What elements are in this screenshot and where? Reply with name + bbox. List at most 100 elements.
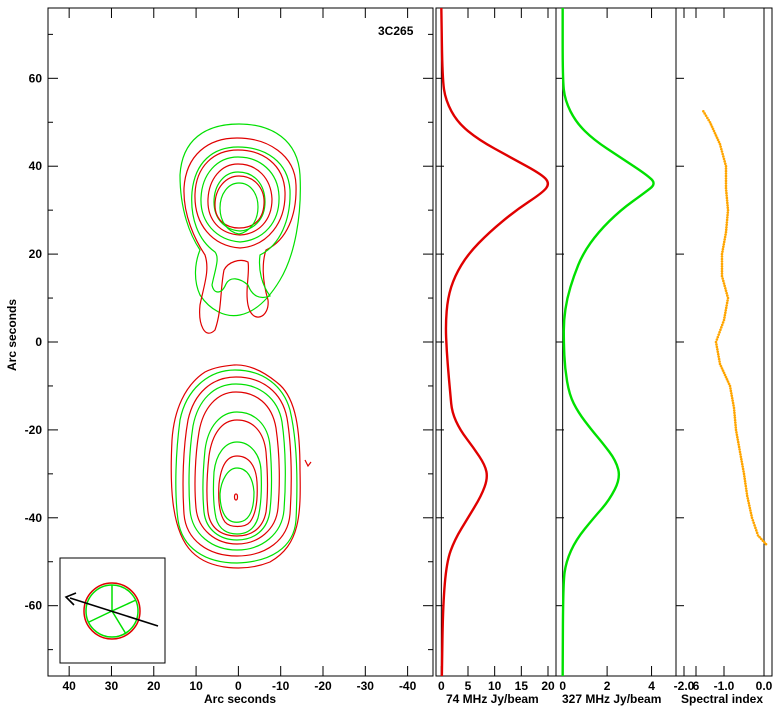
spectral-index-point xyxy=(720,257,724,261)
spectral-index-point xyxy=(730,396,734,400)
spectral-index-point xyxy=(726,201,729,205)
spectral-index-point xyxy=(729,389,733,393)
y-tick-label: 40 xyxy=(29,159,43,173)
spectral-index-point xyxy=(722,155,725,158)
x-tick-label: 0 xyxy=(235,679,242,693)
spectral-index-point xyxy=(725,199,729,202)
beam-arrow-line xyxy=(69,597,159,627)
spectral-index-point xyxy=(739,453,742,456)
spectral-index-point xyxy=(744,484,748,488)
spectral-index-point xyxy=(714,134,718,137)
spectral-index-point xyxy=(743,477,747,481)
spectral-index-point xyxy=(724,308,728,312)
north-lobe-green-2 xyxy=(191,146,291,299)
spectral-index-point xyxy=(763,541,766,544)
spectral-index-point xyxy=(746,499,750,502)
spectral-index-point xyxy=(748,506,752,510)
spectral-index-point xyxy=(715,338,719,341)
spectral-index-point xyxy=(735,433,739,437)
spectral-index-point xyxy=(726,294,729,297)
beam-spoke-4 xyxy=(111,610,127,635)
spectral-index-point xyxy=(721,250,724,253)
spectral-index-point xyxy=(725,196,729,200)
spectral-index-point xyxy=(704,114,708,117)
spectral-index-point xyxy=(720,367,724,370)
spectral-index-point xyxy=(722,318,726,322)
spectral-index-point xyxy=(727,382,731,386)
beam-spoke-3 xyxy=(88,610,113,623)
spectral-index-point xyxy=(722,243,726,246)
spectral-index-point xyxy=(732,404,735,407)
spectral-index-point xyxy=(725,223,728,227)
spectral-index-point xyxy=(742,470,745,473)
spectral-index-point xyxy=(721,369,725,372)
spectral-index-point xyxy=(719,145,722,148)
north-lobe-green-outer xyxy=(179,123,301,317)
spectral-index-point xyxy=(717,357,721,361)
spectral-index-point xyxy=(759,537,763,541)
spectral-index-point xyxy=(735,431,738,434)
y-tick-label: 60 xyxy=(29,71,43,85)
profile-74mhz-xlabel: 74 MHz Jy/beam xyxy=(446,692,539,706)
spectral-index-point xyxy=(724,289,728,293)
contour-panel-frame xyxy=(47,7,434,677)
spectral-index-point xyxy=(722,240,726,244)
spectral-index-point xyxy=(720,150,724,153)
spectral-index-point xyxy=(755,531,759,535)
spectral-index-point xyxy=(716,138,720,142)
spectral-index-point xyxy=(722,371,726,375)
spectral-index-point xyxy=(752,521,756,525)
x-axis-title: Arc seconds xyxy=(204,692,276,706)
spectral-index-point xyxy=(730,394,734,398)
spectral-index-point xyxy=(743,474,746,478)
spectral-index-xlabel: Spectral index xyxy=(681,692,763,706)
spectral-index-point xyxy=(740,462,744,466)
spectral-index-point xyxy=(720,255,724,258)
spectral-index-point xyxy=(716,335,720,339)
spectral-index-point xyxy=(702,109,705,113)
spectral-index-point xyxy=(712,129,716,133)
spectral-index-point xyxy=(726,299,729,302)
spectral-index-point xyxy=(736,438,740,441)
profile-x-tick-label: 4 xyxy=(648,679,655,693)
profile-x-tick-label: 5 xyxy=(465,679,472,693)
x-tick-label: 40 xyxy=(62,679,76,693)
spectral-index-point xyxy=(725,221,729,224)
beam-inset-frame xyxy=(59,557,166,664)
spectral-index-point xyxy=(736,440,740,444)
spectral-index-point xyxy=(732,409,736,412)
spectral-index-point xyxy=(724,375,728,379)
spectral-index-point xyxy=(707,118,710,122)
spectral-index-point xyxy=(720,260,724,263)
spectral-index-point xyxy=(720,265,724,268)
north-lobe-red-2 xyxy=(194,149,286,249)
north-lobe-red-outer xyxy=(183,137,297,334)
spectral-index-point xyxy=(742,472,746,476)
spectral-index-point xyxy=(721,152,724,156)
spectral-index-point xyxy=(720,262,724,266)
spectral-index-point xyxy=(714,340,718,344)
spectral-index-point xyxy=(734,423,737,427)
profile-327mhz-xlabel: 327 MHz Jy/beam xyxy=(562,692,661,706)
spectral-index-point xyxy=(746,496,750,500)
spectral-index-point xyxy=(724,177,728,180)
spectral-index-point xyxy=(728,384,732,388)
spectral-index-point xyxy=(737,443,740,446)
spectral-index-point xyxy=(750,514,753,517)
south-lobe-peak-red xyxy=(233,493,239,501)
spectral-index-point xyxy=(726,213,729,217)
spectral-index-point xyxy=(747,501,751,505)
spectral-index-point xyxy=(737,445,741,449)
spectral-index-point xyxy=(718,330,721,334)
north-lobe-red-4 xyxy=(214,175,265,229)
spectral-index-point xyxy=(722,282,726,285)
north-lobe-red-3 xyxy=(207,163,273,236)
spectral-index-point xyxy=(751,519,755,522)
beam-circle-red xyxy=(83,582,141,640)
spectral-index-point xyxy=(724,179,728,183)
south-lobe-contours xyxy=(170,364,312,569)
spectral-index-point xyxy=(725,191,728,195)
spectral-index-point xyxy=(718,142,722,146)
spectral-index-point xyxy=(749,509,752,512)
spectral-index-point xyxy=(726,296,730,300)
